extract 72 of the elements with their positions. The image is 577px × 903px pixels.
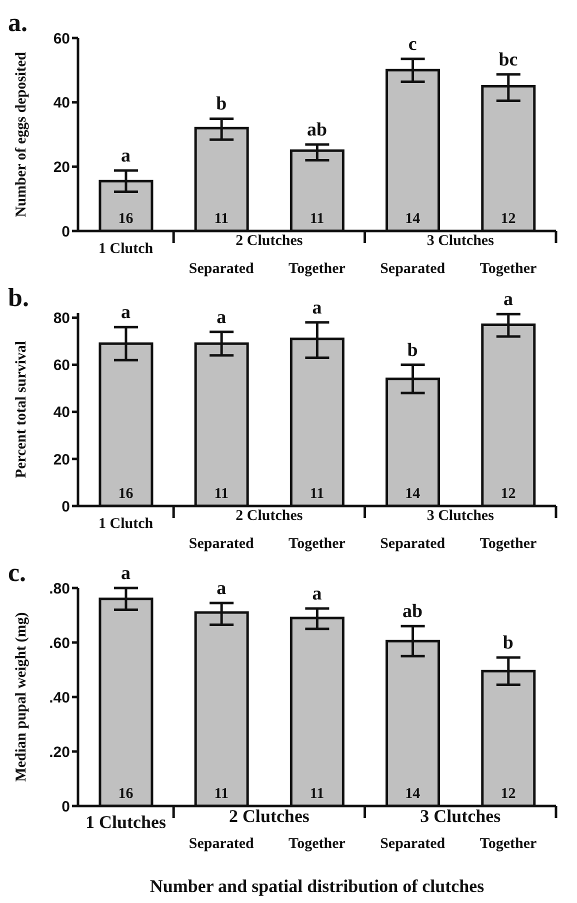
- annotation: 16: [118, 211, 134, 227]
- annotation: 14: [405, 486, 421, 502]
- y-tick-label: 60: [53, 30, 70, 48]
- x-axis-title: Number and spatial distribution of clutches: [150, 876, 484, 896]
- text: 2 Clutches: [236, 233, 303, 249]
- x-tick-label: Separated: [188, 261, 255, 277]
- y-tick-label: 80: [53, 310, 70, 328]
- annotation: a: [216, 578, 227, 599]
- y-tick-label: .20: [49, 744, 70, 761]
- annotation: a: [312, 583, 322, 604]
- x-tick-label: Together: [288, 536, 346, 552]
- x-tick-label: Separated: [188, 836, 255, 852]
- y-tick-label: .60: [49, 634, 70, 652]
- x-tick-label: Separated: [380, 536, 446, 552]
- annotation: 14: [405, 786, 421, 802]
- annotation: 16: [118, 486, 134, 502]
- x-tick-label: Together: [480, 836, 538, 852]
- x-tick-label: 1 Clutch: [98, 516, 154, 532]
- annotation: a: [216, 306, 227, 328]
- annotation: ab: [306, 119, 328, 140]
- annotation: 3 Clutches: [420, 806, 501, 826]
- y-tick-label: 0: [62, 798, 70, 816]
- annotation: a: [121, 302, 132, 324]
- text: 3 Clutches: [426, 508, 494, 524]
- y-tick-label: 0: [62, 223, 70, 240]
- annotation: 12: [500, 211, 516, 227]
- annotation: a: [121, 146, 132, 167]
- text: 2 Clutches: [236, 508, 303, 524]
- x-tick-label: Separated: [380, 261, 446, 277]
- chart-title: a.: [8, 8, 28, 38]
- chart-title: b.: [8, 283, 29, 313]
- y-tick-label: 60: [53, 357, 70, 374]
- y-tick-label: 0: [62, 498, 70, 516]
- annotation: 2 Clutches: [228, 806, 310, 826]
- chart-title: c.: [8, 558, 26, 588]
- annotation: b: [407, 340, 418, 361]
- x-tick-label: 1 Clutches: [86, 812, 166, 832]
- x-tick-label: Together: [288, 261, 346, 277]
- annotation: b: [502, 632, 514, 654]
- text: a: [503, 289, 514, 310]
- annotation: 11: [214, 486, 228, 502]
- text: a: [121, 563, 132, 584]
- y-tick-label: 20: [53, 158, 70, 176]
- x-tick-label: 1 Clutch: [98, 241, 154, 257]
- text: 3 Clutches: [426, 233, 494, 249]
- y-tick-label: 40: [53, 404, 70, 422]
- x-tick-label: Together: [288, 836, 346, 852]
- annotation: 11: [310, 786, 324, 802]
- annotation: 12: [500, 486, 516, 502]
- x-tick-label: Together: [480, 536, 538, 552]
- annotation: bc: [498, 49, 518, 70]
- y-axis-title: Number of eggs deposited: [13, 51, 30, 218]
- annotation: a: [312, 297, 322, 318]
- y-tick-label: 40: [53, 94, 70, 112]
- annotation: 11: [310, 486, 324, 502]
- annotation: 12: [500, 786, 516, 802]
- annotation: 11: [214, 786, 228, 802]
- annotation: 14: [405, 211, 421, 227]
- annotation: ab: [402, 601, 423, 622]
- annotation: 16: [118, 786, 134, 802]
- x-tick-label: Separated: [188, 536, 255, 552]
- y-tick-label: .80: [49, 580, 70, 598]
- y-axis-title: Percent total survival: [13, 340, 30, 478]
- y-axis-title: Median pupal weight (mg): [13, 612, 30, 782]
- annotation: 11: [310, 211, 324, 227]
- annotation: 11: [214, 211, 228, 227]
- annotation: b: [216, 94, 227, 115]
- y-tick-label: .40: [49, 689, 70, 706]
- x-tick-label: Separated: [380, 836, 446, 852]
- annotation: c: [408, 34, 417, 55]
- x-tick-label: Together: [480, 261, 538, 277]
- y-tick-label: 20: [53, 451, 70, 468]
